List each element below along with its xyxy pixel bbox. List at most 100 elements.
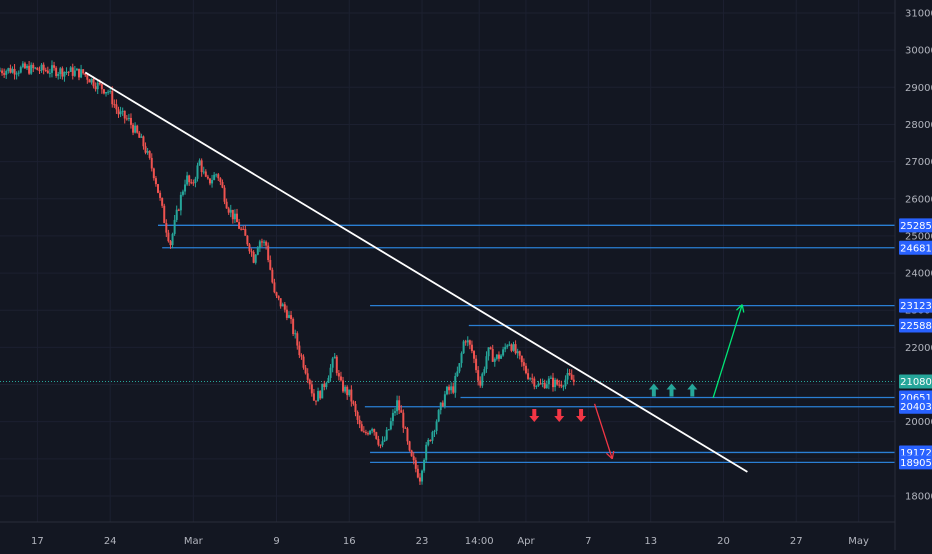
candle-body xyxy=(127,117,130,119)
candle-body xyxy=(385,429,388,440)
candle-body xyxy=(9,68,12,73)
candle-body xyxy=(80,69,83,78)
y-tick-label: 31000 xyxy=(905,9,932,20)
candle-body xyxy=(208,178,211,184)
candle-body xyxy=(236,213,239,223)
candle-body xyxy=(481,373,484,386)
candle-body xyxy=(240,228,243,230)
candle-body xyxy=(298,345,301,356)
candle-body xyxy=(5,71,8,75)
bullish-arrow-icon xyxy=(687,383,698,397)
candle-body xyxy=(489,347,492,349)
candle-body xyxy=(258,241,261,248)
candle-body xyxy=(167,232,170,242)
candle-body xyxy=(435,421,438,431)
candle-body xyxy=(495,354,498,359)
y-tick-label: 25000 xyxy=(905,231,932,242)
candle-body xyxy=(260,241,263,243)
candle-body xyxy=(520,355,523,363)
candle-body xyxy=(443,394,446,407)
candle-body xyxy=(179,194,182,211)
y-tick-label: 20000 xyxy=(905,417,932,428)
candle-body xyxy=(23,63,26,69)
candle-body xyxy=(19,67,22,73)
price-level-badge-label: 20403 xyxy=(900,402,932,413)
candle-body xyxy=(198,160,201,166)
candle-body xyxy=(55,67,58,76)
projection-up-arrow-head xyxy=(735,304,743,311)
candle-body xyxy=(429,439,432,441)
candle-body xyxy=(497,354,500,359)
candle-body xyxy=(539,383,542,385)
candle-body xyxy=(0,70,1,72)
projection-up-arrow-head xyxy=(741,304,745,313)
candle-body xyxy=(144,146,147,153)
candle-body xyxy=(221,182,224,188)
bearish-arrow-icon xyxy=(576,408,587,422)
candle-body xyxy=(377,438,380,445)
candle-body xyxy=(82,69,85,74)
x-tick-label: 24 xyxy=(104,536,117,547)
candle-body xyxy=(254,254,257,263)
candle-body xyxy=(202,171,205,173)
candle-body xyxy=(248,244,251,252)
x-tick-label: 16 xyxy=(343,536,356,547)
candle-body xyxy=(479,380,482,386)
candle-body xyxy=(194,178,197,183)
candle-body xyxy=(34,67,37,69)
candle-body xyxy=(458,363,461,372)
bullish-arrow-icon xyxy=(648,383,659,397)
candle-body xyxy=(63,71,66,77)
candle-body xyxy=(464,341,467,343)
bearish-arrow-icon xyxy=(529,408,540,422)
candle-body xyxy=(65,71,68,73)
candle-body xyxy=(154,178,157,185)
candle-body xyxy=(204,171,207,177)
candle-body xyxy=(242,228,245,230)
candle-body xyxy=(485,356,488,370)
candle-body xyxy=(15,73,18,75)
candle-body xyxy=(115,104,118,110)
candle-body xyxy=(90,78,93,83)
candle-body xyxy=(394,411,397,413)
candle-body xyxy=(356,411,359,420)
candle-body xyxy=(373,429,376,433)
candle-body xyxy=(148,151,151,158)
candle-body xyxy=(169,241,172,246)
candle-body xyxy=(566,372,569,380)
candle-body xyxy=(229,209,232,213)
candle-body xyxy=(427,439,430,445)
candle-body xyxy=(171,233,174,246)
candle-body xyxy=(277,295,280,299)
candle-body xyxy=(500,355,503,359)
y-tick-label: 28000 xyxy=(905,120,932,131)
candle-body xyxy=(321,383,324,399)
candle-body xyxy=(533,378,536,387)
candle-body xyxy=(547,378,550,385)
candle-body xyxy=(184,184,187,192)
candle-body xyxy=(302,356,305,368)
candle-body xyxy=(21,63,24,68)
candle-body xyxy=(306,373,309,380)
price-level-badge-label: 25285 xyxy=(900,221,932,232)
time-axis xyxy=(0,522,932,550)
candle-body xyxy=(389,421,392,430)
candle-body xyxy=(256,247,259,255)
candle-body xyxy=(558,384,561,386)
candle-body xyxy=(514,344,517,354)
candle-body xyxy=(545,384,548,389)
candle-body xyxy=(506,345,509,347)
candle-body xyxy=(100,84,103,90)
candle-body xyxy=(238,222,241,229)
y-tick-label: 27000 xyxy=(905,157,932,168)
candle-body xyxy=(267,245,270,261)
candle-body xyxy=(111,90,114,105)
candle-body xyxy=(142,136,145,147)
candle-body xyxy=(227,208,230,213)
candle-body xyxy=(32,64,35,69)
candle-body xyxy=(549,377,552,379)
candle-body xyxy=(163,205,166,224)
candle-body xyxy=(425,444,428,460)
candle-body xyxy=(329,367,332,378)
candle-body xyxy=(510,344,513,351)
